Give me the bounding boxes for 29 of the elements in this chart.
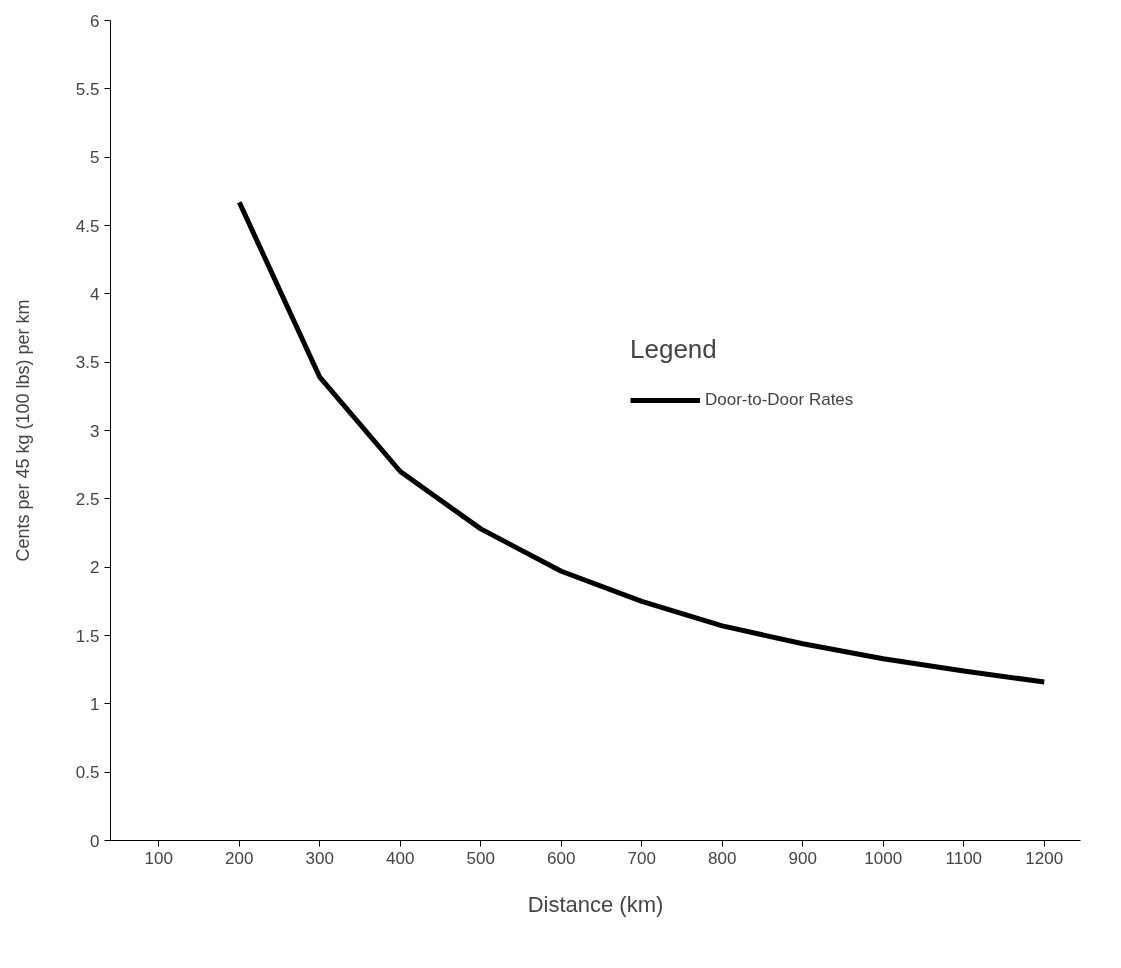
x-tick-label: 200	[225, 848, 254, 868]
y-tick-label: 1	[90, 694, 100, 714]
y-tick-label: 6	[90, 11, 100, 31]
x-tick-label: 600	[547, 848, 576, 868]
y-tick-label: 4.5	[75, 216, 100, 236]
x-tick-label: 300	[305, 848, 334, 868]
y-tick-label: 0	[90, 831, 100, 851]
x-tick-label: 900	[788, 848, 817, 868]
x-tick-label: 500	[466, 848, 495, 868]
x-tick-label: 1200	[1025, 848, 1064, 868]
x-axis-title: Distance (km)	[527, 891, 664, 917]
y-axis-title: Cents per 45 kg (100 lbs) per km	[12, 299, 33, 562]
x-tick-label: 800	[708, 848, 737, 868]
y-tick-label: 3.5	[75, 353, 100, 373]
legend-label: Door-to-Door Rates	[705, 390, 854, 410]
x-tick-label: 100	[144, 848, 173, 868]
x-tick-label: 1100	[945, 848, 983, 868]
y-tick-label: 1.5	[75, 626, 100, 646]
y-tick-label: 2.5	[75, 489, 100, 509]
x-tick-label: 400	[386, 848, 415, 868]
y-tick-label: 0.5	[75, 763, 100, 783]
y-tick-label: 5	[90, 148, 100, 168]
x-tick-label: 700	[627, 848, 656, 868]
x-tick-label: 1000	[864, 848, 903, 868]
y-tick-label: 4	[90, 284, 100, 304]
y-tick-label: 5.5	[75, 79, 100, 99]
legend-title: Legend	[630, 334, 718, 365]
y-tick-label: 2	[90, 558, 100, 578]
y-tick-label: 3	[90, 421, 100, 441]
